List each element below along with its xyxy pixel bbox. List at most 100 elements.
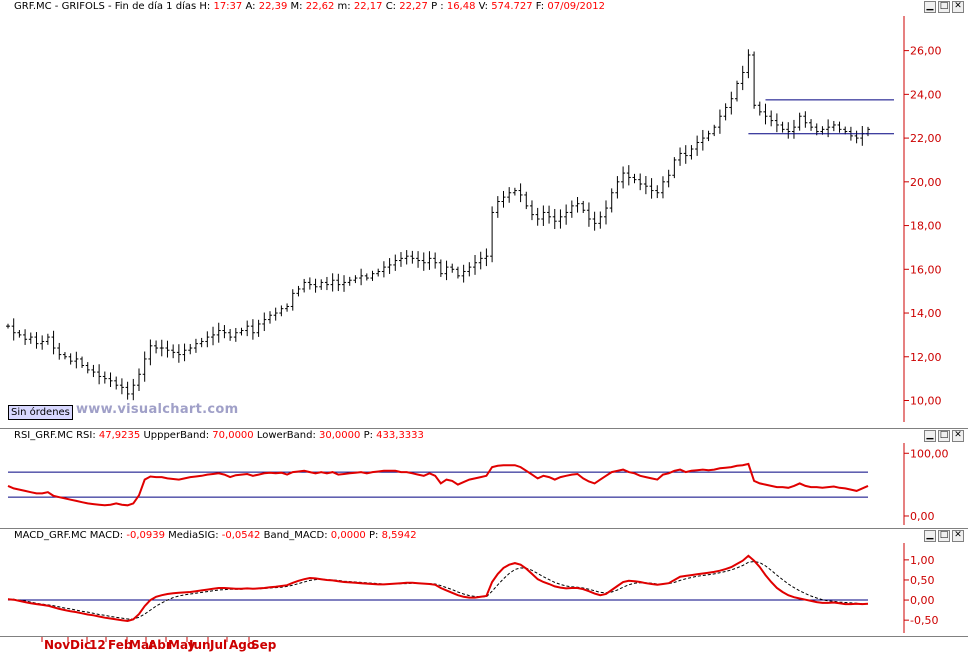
band-macd-value: 0,0000 (330, 530, 366, 541)
price-bar (746, 49, 751, 79)
price-bar (672, 157, 677, 179)
month-label: Mar (129, 638, 155, 652)
price-bar (552, 208, 557, 230)
price-bar (296, 285, 301, 297)
price-bar (416, 251, 421, 268)
watermark: www.visualchart.com (76, 402, 239, 417)
rsi-value: 47,9235 (98, 430, 141, 441)
price-bar (518, 183, 523, 203)
rsi-name: RSI_GRF.MC (14, 430, 73, 441)
price-bar (245, 320, 250, 337)
rsi-close-button[interactable]: ✕ (952, 430, 964, 442)
month-label: Jun (189, 638, 211, 652)
rsi-panel[interactable]: RSI_GRF.MC RSI: 47,9235 UppperBand: 70,0… (0, 428, 968, 529)
price-bar (780, 121, 785, 133)
price-bar (387, 258, 392, 274)
price-bar (68, 353, 73, 365)
price-y-tick-label: 16,00 (910, 263, 942, 276)
price-bar (370, 270, 375, 281)
price-bar (831, 120, 836, 132)
month-label: Ago (229, 638, 256, 652)
c-label: C: (385, 1, 397, 12)
price-bar (193, 338, 198, 353)
price-bar (250, 319, 255, 340)
macd-maximize-button[interactable]: □ (938, 530, 950, 542)
price-bar (581, 200, 586, 214)
price-bar (643, 176, 648, 195)
rsi-minimize-button[interactable]: ▁ (924, 430, 936, 442)
price-bar (433, 252, 438, 269)
macd-y-tick-label: 0,00 (910, 594, 935, 607)
price-bar (604, 200, 609, 225)
price-panel[interactable]: GRF.MC - GRIFOLS - Fin de día 1 días H: … (0, 0, 968, 428)
price-bar (290, 289, 295, 311)
price-bar (649, 178, 654, 199)
price-bar (239, 327, 244, 336)
upper-band-label: UppperBand: (143, 430, 210, 441)
v-label: V: (478, 1, 489, 12)
sin-ordenes-button[interactable]: Sin órdenes (8, 405, 73, 420)
price-bar (712, 124, 717, 137)
price-bar (837, 121, 842, 133)
macd-y-tick-label: -0,50 (910, 614, 938, 627)
price-bar (541, 205, 546, 226)
price-bar (34, 332, 39, 349)
price-bar (547, 205, 552, 224)
price-bar (80, 356, 85, 368)
rsi-y-tick-label: 0,00 (910, 510, 935, 523)
price-bar (228, 328, 233, 341)
price-bar (108, 372, 113, 387)
price-bar (689, 145, 694, 160)
price-bar (484, 248, 489, 267)
price-bar (666, 169, 671, 188)
m-value: 22,62 (305, 1, 335, 12)
price-bar (45, 333, 50, 345)
rsi-window-buttons: ▁ □ ✕ (924, 430, 964, 442)
price-bar (285, 303, 290, 312)
rsi-line (7, 462, 869, 507)
maximize-button[interactable]: □ (938, 1, 950, 13)
price-bar (450, 263, 455, 273)
c-value: 22,27 (399, 1, 428, 12)
price-symbol: GRF.MC - GRIFOLS - Fin de día 1 días (14, 1, 197, 12)
price-bar (501, 190, 506, 208)
macd-y-tick-label: 1,00 (910, 554, 935, 567)
time-axis (0, 636, 968, 653)
h-value: 17:37 (213, 1, 243, 12)
price-y-tick-label: 14,00 (910, 307, 942, 320)
macd-close-button[interactable]: ✕ (952, 530, 964, 542)
price-bar (319, 279, 324, 290)
price-bar (763, 103, 768, 125)
macd-line (7, 554, 869, 623)
macd-minimize-button[interactable]: ▁ (924, 530, 936, 542)
price-bar (57, 342, 62, 360)
rsi-label: RSI: (76, 430, 96, 441)
price-bar (353, 275, 358, 284)
price-y-tick-label: 20,00 (910, 176, 942, 189)
month-label: Nov (44, 638, 71, 652)
macd-p-value: 8,5942 (381, 530, 417, 541)
h-label: H: (199, 1, 211, 12)
minimize-button[interactable]: ▁ (924, 1, 936, 13)
price-y-tick-label: 24,00 (910, 88, 942, 101)
rsi-chart: 100,00 0,00 (7, 443, 949, 525)
price-bar (51, 330, 56, 355)
price-bar (427, 251, 432, 270)
price-bar (125, 381, 130, 400)
close-button[interactable]: ✕ (952, 1, 964, 13)
price-bar (324, 276, 329, 291)
macd-panel[interactable]: MACD_GRF.MC MACD: -0,0939 MediaSIG: -0,0… (0, 528, 968, 637)
price-bar (23, 329, 28, 345)
price-bar (154, 340, 159, 354)
min-label: m: (337, 1, 351, 12)
price-bar (695, 135, 700, 156)
price-bar (598, 211, 603, 229)
price-bar (205, 331, 210, 348)
macd-signal-line (7, 560, 868, 620)
price-y-tick-label: 26,00 (910, 45, 942, 58)
rsi-maximize-button[interactable]: □ (938, 430, 950, 442)
price-chart: 10,00 12,00 14,00 16,00 18,00 20,00 22,00 24,00… (6, 16, 942, 422)
price-bar (6, 323, 10, 329)
price-bar (529, 200, 534, 221)
price-bar (148, 339, 153, 366)
